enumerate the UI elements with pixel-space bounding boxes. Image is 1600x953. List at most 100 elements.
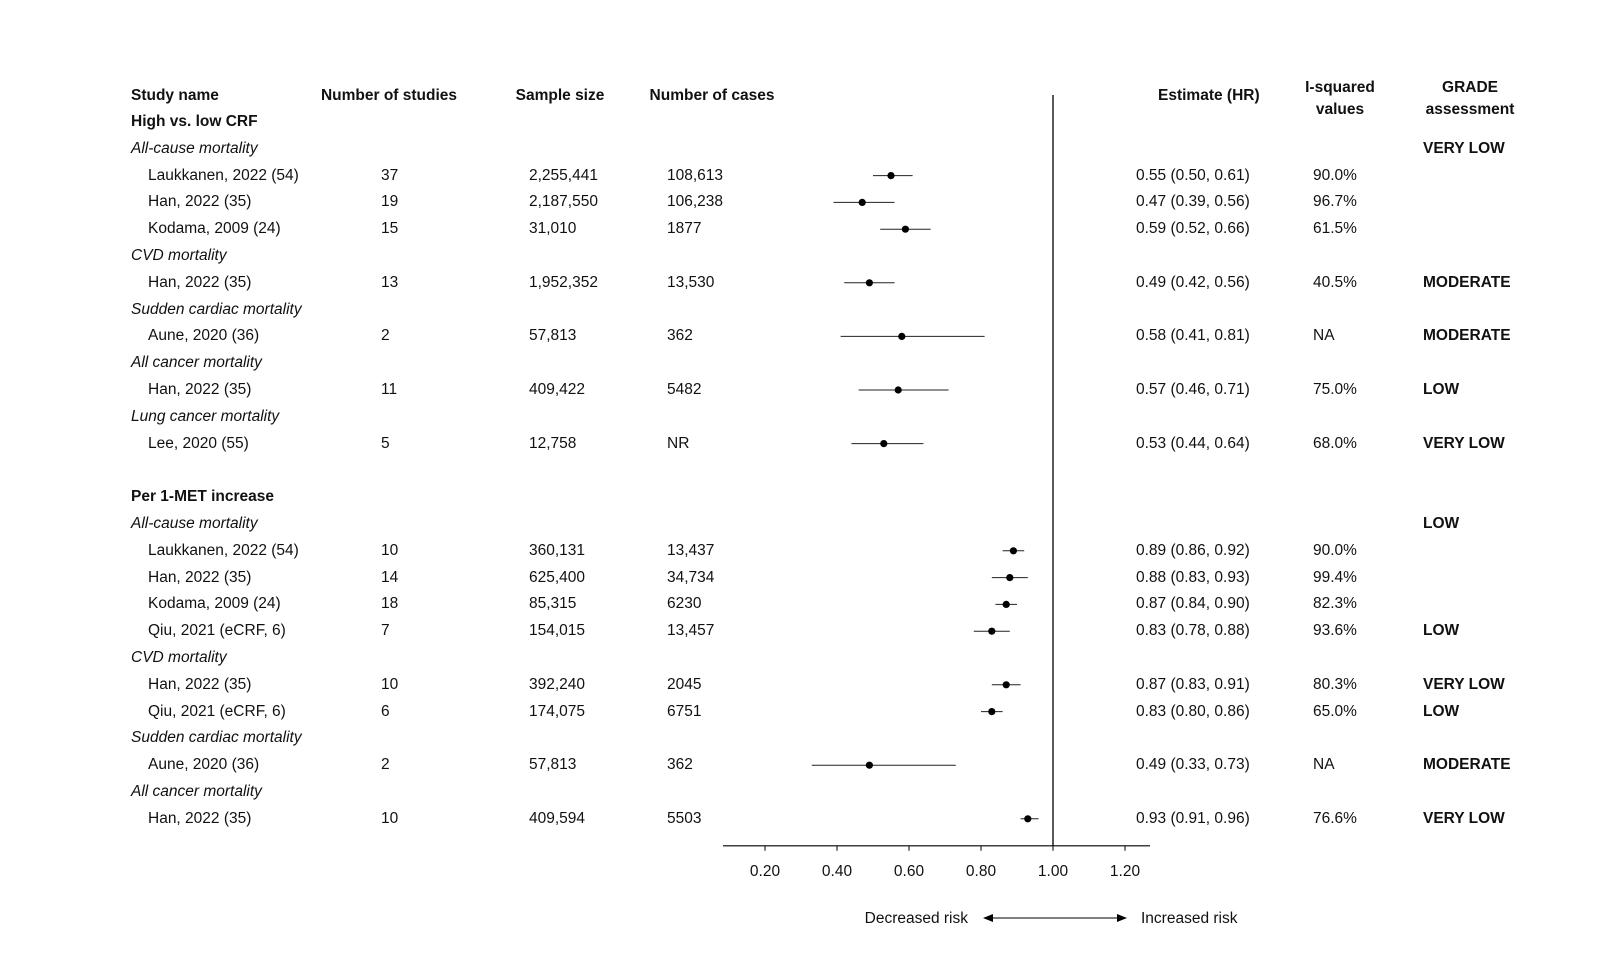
point-estimate-marker — [988, 627, 996, 635]
sample-size: 1,952,352 — [529, 273, 598, 291]
number-of-studies: 7 — [381, 622, 390, 640]
study-name: Aune, 2020 (36) — [148, 756, 260, 774]
outcome-label: Lung cancer mortality — [131, 407, 280, 425]
number-of-cases: 6230 — [667, 595, 702, 613]
i-squared-value: NA — [1313, 327, 1335, 345]
hazard-ratio-estimate: 0.59 (0.52, 0.66) — [1136, 220, 1250, 238]
hazard-ratio-estimate: 0.87 (0.84, 0.90) — [1136, 595, 1250, 613]
grade-assessment: VERY LOW — [1423, 809, 1505, 827]
point-estimate-marker — [865, 279, 874, 287]
x-axis-tick-label: 0.40 — [822, 863, 853, 880]
study-name: Laukkanen, 2022 (54) — [148, 541, 299, 559]
grade-assessment: LOW — [1423, 702, 1460, 720]
header-isquared-line2: values — [1315, 101, 1365, 118]
header-number-of-cases: Number of cases — [649, 87, 775, 104]
i-squared-value: 96.7% — [1313, 193, 1357, 211]
hazard-ratio-estimate: 0.93 (0.91, 0.96) — [1136, 809, 1250, 827]
sample-size: 2,187,550 — [529, 193, 598, 211]
study-name: Qiu, 2021 (eCRF, 6) — [148, 702, 286, 720]
grade-assessment: MODERATE — [1423, 273, 1511, 291]
section-title: Per 1-MET increase — [131, 488, 275, 506]
number-of-studies: 11 — [381, 381, 398, 398]
x-axis-tick-label: 0.80 — [966, 863, 997, 880]
number-of-cases: 2045 — [667, 675, 702, 693]
x-axis-tick-label: 1.20 — [1110, 863, 1141, 880]
study-name: Kodama, 2009 (24) — [148, 220, 281, 238]
section-title: High vs. low CRF — [131, 113, 258, 130]
grade-assessment: VERY LOW — [1423, 139, 1505, 157]
i-squared-value: 68.0% — [1313, 434, 1357, 452]
i-squared-value: 80.3% — [1313, 675, 1357, 693]
sample-size: 2,255,441 — [529, 166, 598, 184]
study-name: Laukkanen, 2022 (54) — [148, 166, 299, 184]
outcome-label: All-cause mortality — [131, 139, 258, 157]
sample-size: 625,400 — [529, 568, 586, 586]
number-of-studies: 6 — [381, 702, 390, 720]
grade-assessment: LOW — [1423, 515, 1460, 532]
outcome-label: CVD mortality — [131, 649, 227, 666]
number-of-studies: 37 — [381, 166, 399, 184]
study-name: Han, 2022 (35) — [148, 273, 252, 291]
sample-size: 57,813 — [529, 327, 577, 345]
hazard-ratio-estimate: 0.88 (0.83, 0.93) — [1136, 568, 1250, 586]
hazard-ratio-estimate: 0.55 (0.50, 0.61) — [1136, 166, 1250, 184]
study-name: Kodama, 2009 (24) — [148, 595, 281, 613]
study-name: Han, 2022 (35) — [148, 193, 252, 211]
point-estimate-marker — [1002, 600, 1010, 609]
hazard-ratio-estimate: 0.49 (0.42, 0.56) — [1136, 273, 1250, 291]
arrow-left-icon — [983, 914, 993, 922]
sample-size: 154,015 — [529, 622, 586, 640]
number-of-studies: 14 — [381, 568, 399, 586]
point-estimate-marker — [880, 440, 888, 448]
i-squared-value: 76.6% — [1313, 809, 1357, 827]
sample-size: 31,010 — [529, 220, 577, 238]
hazard-ratio-estimate: 0.57 (0.46, 0.71) — [1136, 381, 1250, 398]
i-squared-value: 65.0% — [1313, 702, 1357, 720]
study-name: Lee, 2020 (55) — [148, 434, 249, 452]
number-of-cases: 5503 — [667, 809, 702, 827]
study-name: Han, 2022 (35) — [148, 381, 252, 398]
sample-size: 409,594 — [529, 809, 586, 827]
point-estimate-marker — [1006, 574, 1014, 582]
point-estimate-marker — [894, 386, 902, 394]
study-name: Han, 2022 (35) — [148, 809, 252, 827]
point-estimate-marker — [901, 225, 910, 233]
sample-size: 57,813 — [529, 756, 577, 774]
outcome-label: All cancer mortality — [131, 783, 262, 800]
header-grade-line1: GRADE — [1442, 79, 1498, 96]
hazard-ratio-estimate: 0.83 (0.80, 0.86) — [1136, 702, 1250, 720]
number-of-cases: 362 — [667, 327, 693, 345]
i-squared-value: 90.0% — [1313, 166, 1357, 184]
header-isquared-line1: I-squared — [1305, 79, 1375, 96]
sample-size: 12,758 — [529, 434, 577, 452]
point-estimate-marker — [865, 761, 874, 769]
sample-size: 409,422 — [529, 381, 586, 398]
number-of-cases: 106,238 — [667, 193, 724, 211]
point-estimate-marker — [1024, 815, 1032, 823]
hazard-ratio-estimate: 0.49 (0.33, 0.73) — [1136, 756, 1250, 774]
i-squared-value: NA — [1313, 756, 1335, 774]
header-number-of-studies: Number of studies — [320, 87, 458, 104]
number-of-studies: 10 — [381, 809, 399, 827]
number-of-cases: 5482 — [667, 381, 702, 398]
sample-size: 392,240 — [529, 675, 586, 693]
study-name: Han, 2022 (35) — [148, 568, 252, 586]
hazard-ratio-estimate: 0.83 (0.78, 0.88) — [1136, 622, 1250, 640]
number-of-cases: 13,437 — [667, 541, 715, 559]
number-of-cases: NR — [667, 434, 690, 452]
hazard-ratio-estimate: 0.47 (0.39, 0.56) — [1136, 193, 1250, 211]
sample-size: 360,131 — [529, 541, 586, 559]
i-squared-value: 99.4% — [1313, 568, 1357, 586]
x-axis-tick-label: 0.20 — [750, 863, 781, 880]
x-axis-tick-label: 0.60 — [894, 863, 925, 880]
point-estimate-marker — [898, 332, 906, 340]
sample-size: 174,075 — [529, 702, 586, 720]
header-study-name: Study name — [131, 87, 219, 104]
outcome-label: Sudden cardiac mortality — [131, 729, 302, 747]
study-name: Han, 2022 (35) — [148, 675, 252, 693]
study-name: Aune, 2020 (36) — [148, 327, 260, 345]
grade-assessment: VERY LOW — [1423, 675, 1505, 693]
number-of-studies: 5 — [381, 434, 390, 452]
grade-assessment: LOW — [1423, 381, 1460, 398]
